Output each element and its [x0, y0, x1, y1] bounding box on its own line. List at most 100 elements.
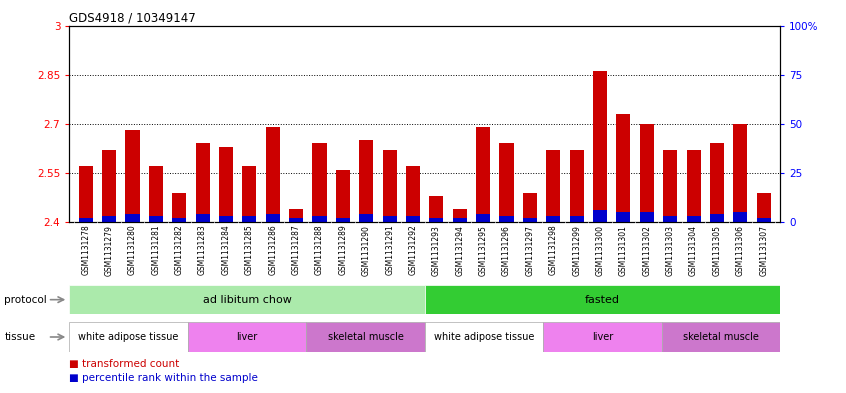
- Bar: [617, 212, 630, 222]
- Text: GSM1131291: GSM1131291: [385, 225, 394, 275]
- Text: GSM1131300: GSM1131300: [596, 225, 605, 276]
- Text: GSM1131302: GSM1131302: [642, 225, 651, 275]
- Bar: [406, 216, 420, 222]
- Text: tissue: tissue: [4, 332, 36, 342]
- Bar: [312, 216, 327, 222]
- Bar: [382, 216, 397, 222]
- Bar: [149, 166, 163, 222]
- Text: GSM1131306: GSM1131306: [736, 225, 744, 276]
- Text: GSM1131296: GSM1131296: [502, 225, 511, 275]
- Bar: [523, 193, 537, 222]
- Bar: [125, 130, 140, 222]
- Bar: [266, 214, 280, 222]
- Text: GSM1131295: GSM1131295: [479, 225, 487, 275]
- Text: GSM1131287: GSM1131287: [292, 225, 300, 275]
- Bar: [79, 218, 93, 222]
- Bar: [499, 216, 514, 222]
- Text: skeletal muscle: skeletal muscle: [683, 332, 759, 342]
- Text: GSM1131297: GSM1131297: [525, 225, 535, 275]
- Bar: [453, 218, 467, 222]
- Text: GSM1131288: GSM1131288: [315, 225, 324, 275]
- Bar: [710, 214, 724, 222]
- Bar: [663, 150, 677, 222]
- Text: GSM1131286: GSM1131286: [268, 225, 277, 275]
- Text: GSM1131307: GSM1131307: [759, 225, 768, 276]
- Text: GSM1131284: GSM1131284: [222, 225, 230, 275]
- Bar: [336, 218, 350, 222]
- Bar: [756, 193, 771, 222]
- Text: GSM1131305: GSM1131305: [712, 225, 722, 276]
- Text: protocol: protocol: [4, 295, 47, 305]
- Bar: [547, 150, 560, 222]
- Bar: [69, 285, 425, 314]
- Bar: [79, 166, 93, 222]
- Bar: [662, 322, 780, 352]
- Bar: [406, 166, 420, 222]
- Text: skeletal muscle: skeletal muscle: [327, 332, 404, 342]
- Text: liver: liver: [236, 332, 258, 342]
- Bar: [640, 212, 654, 222]
- Bar: [173, 193, 186, 222]
- Bar: [710, 143, 724, 222]
- Bar: [188, 322, 306, 352]
- Bar: [195, 143, 210, 222]
- Bar: [173, 218, 186, 222]
- Text: white adipose tissue: white adipose tissue: [79, 332, 179, 342]
- Bar: [569, 216, 584, 222]
- Text: GSM1131292: GSM1131292: [409, 225, 418, 275]
- Bar: [149, 216, 163, 222]
- Text: GSM1131298: GSM1131298: [549, 225, 558, 275]
- Bar: [219, 216, 233, 222]
- Bar: [686, 150, 700, 222]
- Bar: [425, 285, 780, 314]
- Bar: [425, 322, 543, 352]
- Text: GSM1131290: GSM1131290: [362, 225, 371, 275]
- Bar: [523, 218, 537, 222]
- Text: GSM1131278: GSM1131278: [81, 225, 91, 275]
- Bar: [242, 166, 256, 222]
- Bar: [360, 214, 373, 222]
- Bar: [733, 212, 747, 222]
- Bar: [430, 218, 443, 222]
- Bar: [242, 216, 256, 222]
- Bar: [686, 216, 700, 222]
- Bar: [756, 218, 771, 222]
- Bar: [476, 214, 490, 222]
- Bar: [336, 170, 350, 222]
- Bar: [125, 214, 140, 222]
- Bar: [102, 216, 116, 222]
- Text: ■ percentile rank within the sample: ■ percentile rank within the sample: [69, 373, 258, 383]
- Text: GSM1131281: GSM1131281: [151, 225, 161, 275]
- Bar: [306, 322, 425, 352]
- Text: GSM1131299: GSM1131299: [572, 225, 581, 275]
- Bar: [617, 114, 630, 222]
- Bar: [593, 210, 607, 222]
- Bar: [360, 140, 373, 222]
- Bar: [476, 127, 490, 222]
- Bar: [499, 143, 514, 222]
- Bar: [219, 147, 233, 222]
- Bar: [266, 127, 280, 222]
- Text: ■ transformed count: ■ transformed count: [69, 360, 179, 369]
- Bar: [289, 218, 303, 222]
- Bar: [640, 124, 654, 222]
- Text: GSM1131285: GSM1131285: [244, 225, 254, 275]
- Text: GSM1131303: GSM1131303: [666, 225, 674, 276]
- Text: GSM1131304: GSM1131304: [689, 225, 698, 276]
- Bar: [430, 196, 443, 222]
- Bar: [102, 150, 116, 222]
- Bar: [547, 216, 560, 222]
- Bar: [733, 124, 747, 222]
- Text: GSM1131289: GSM1131289: [338, 225, 348, 275]
- Bar: [453, 209, 467, 222]
- Text: GSM1131301: GSM1131301: [619, 225, 628, 275]
- Text: white adipose tissue: white adipose tissue: [434, 332, 534, 342]
- Bar: [289, 209, 303, 222]
- Bar: [543, 322, 662, 352]
- Text: GSM1131293: GSM1131293: [431, 225, 441, 275]
- Text: GSM1131280: GSM1131280: [128, 225, 137, 275]
- Bar: [663, 216, 677, 222]
- Bar: [312, 143, 327, 222]
- Text: GSM1131283: GSM1131283: [198, 225, 207, 275]
- Bar: [593, 72, 607, 222]
